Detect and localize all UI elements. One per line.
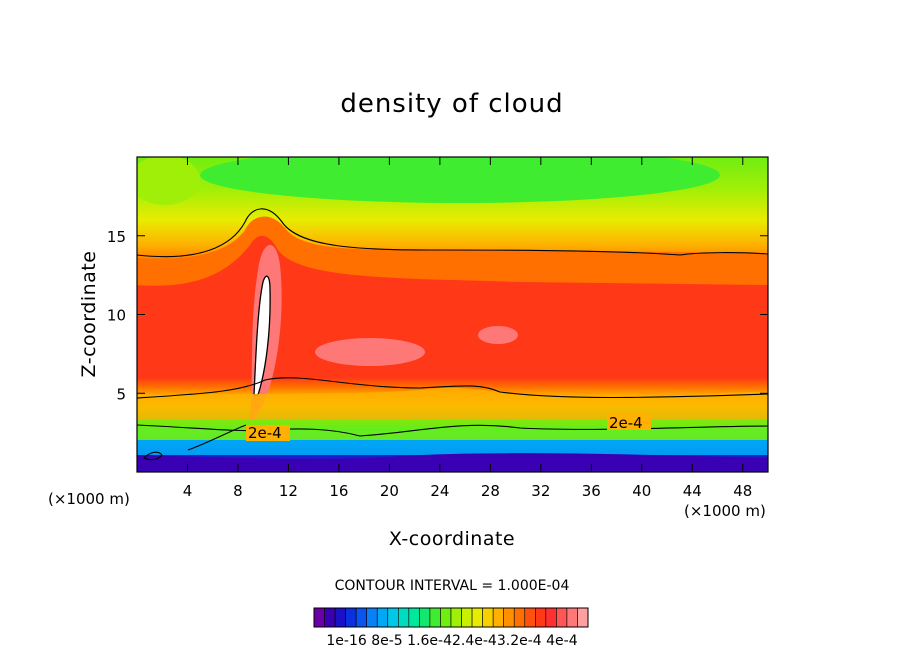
colorbar [313,607,589,628]
y-axis-ticks: 5 10 15 [107,228,768,403]
colorbar-swatch [345,607,357,628]
x-unit-label-left: (×1000 m) [48,490,130,508]
x-tick-label: 48 [733,482,752,500]
contour-label: 2e-4 [609,414,643,432]
colorbar-swatch [461,607,473,628]
green-pocket [137,157,200,205]
colorbar-swatch [440,607,452,628]
x-tick-label: 44 [683,482,702,500]
x-tick-label: 40 [632,482,651,500]
contour-label-bg [246,425,290,441]
x-tick-label: 4 [183,482,193,500]
plot-area [137,157,768,472]
x-axis-title: X-coordinate [389,528,515,550]
colorbar-swatch [513,607,526,628]
colorbar-swatch [482,607,494,628]
contour-line [187,424,247,451]
colorbar-swatch [545,607,557,628]
colorbar-swatch [471,607,483,628]
colorbar-swatch [419,607,431,628]
contour-line [143,451,163,461]
colorbar-swatch [450,607,462,628]
pink-patch [315,338,425,366]
x-tick-label: 32 [531,482,550,500]
red-core [137,235,768,378]
x-axis-ticks: 4 8 12 16 20 24 28 32 36 40 44 48 [183,157,752,500]
colorbar-swatch [429,607,441,628]
x-unit-label-right: (×1000 m) [684,502,766,520]
plume-white [253,275,271,396]
colorbar-labels: 1e-16 8e-5 1.6e-42.4e-43.2e-4 4e-4 [326,633,577,649]
colorbar-swatch [324,607,336,628]
x-tick-label: 20 [380,482,399,500]
chart-title: density of cloud [340,89,563,119]
colorbar-swatch [366,607,378,628]
contour-line [137,377,768,399]
colorbar-swatch [503,607,515,628]
lower-band [137,440,768,455]
colorbar-swatch [387,607,399,628]
contour-interval-text: CONTOUR INTERVAL = 1.000E-04 [335,578,570,594]
x-tick-label: 28 [481,482,500,500]
colorbar-swatch [577,607,589,628]
y-axis-title: Z-coordinate [78,251,100,378]
colorbar-swatch [313,607,325,628]
x-tick-label: 16 [329,482,348,500]
x-tick-label: 36 [582,482,601,500]
pink-patch [478,326,518,344]
colorbar-swatch [334,607,346,628]
green-band [200,157,720,203]
colorbar-swatch [556,607,568,628]
contour-label-bg [607,414,651,430]
colorbar-swatch [398,607,410,628]
x-tick-label: 24 [430,482,449,500]
x-tick-label: 12 [279,482,298,500]
colorbar-swatch [492,607,504,628]
colorbar-frame [313,607,589,628]
y-tick-label: 10 [107,307,126,325]
colorbar-swatch [566,607,578,628]
colorbar-swatch [355,607,367,628]
colorbar-swatch [524,607,536,628]
x-tick-label: 8 [233,482,243,500]
contour-label: 2e-4 [248,424,282,442]
y-tick-label: 5 [116,385,126,403]
lower-band [137,453,768,472]
colorbar-swatch [376,607,389,628]
colorbar-swatch [535,607,547,628]
contour-line [137,208,768,258]
y-tick-label: 15 [107,228,126,246]
colorbar-swatch [408,607,420,628]
